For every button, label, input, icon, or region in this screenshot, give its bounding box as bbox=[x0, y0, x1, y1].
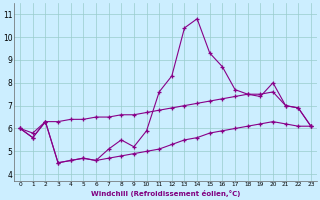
X-axis label: Windchill (Refroidissement éolien,°C): Windchill (Refroidissement éolien,°C) bbox=[91, 190, 240, 197]
